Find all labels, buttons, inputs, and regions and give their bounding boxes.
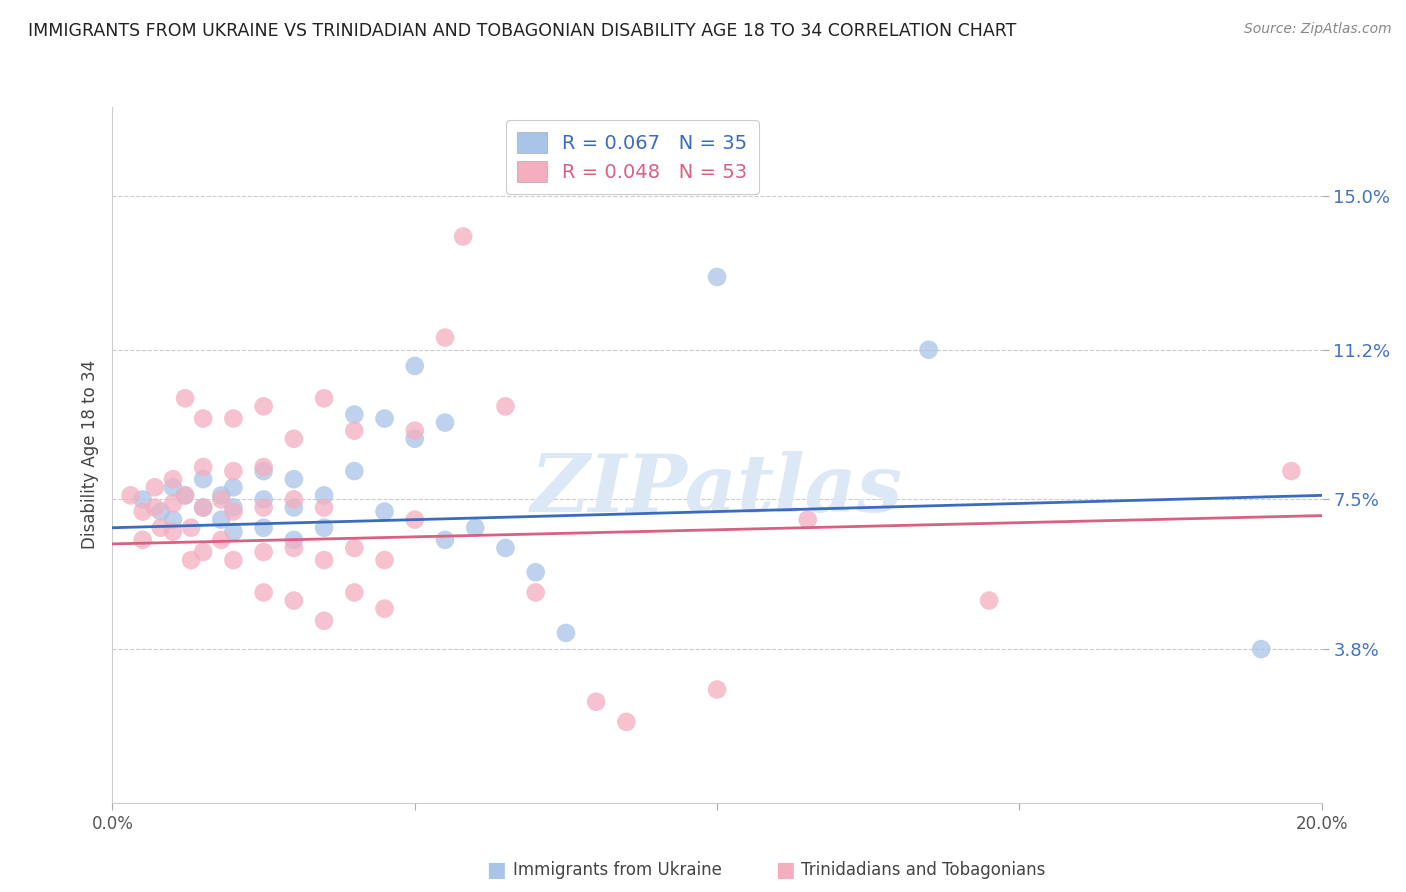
Point [162,513,184,527]
Point [616,714,638,729]
Point [495,541,517,555]
Text: Trinidadians and Tobagonians: Trinidadians and Tobagonians [801,861,1046,879]
Point [191,500,214,515]
Point [433,416,456,430]
Point [253,460,276,475]
Point [222,464,245,478]
Point [314,521,336,535]
Point [495,400,517,414]
Point [162,480,184,494]
Y-axis label: Disability Age 18 to 34: Disability Age 18 to 34 [80,360,98,549]
Point [253,521,276,535]
Point [283,472,305,486]
Point [283,593,305,607]
Point [222,480,245,494]
Point [374,553,396,567]
Point [918,343,941,357]
Point [374,411,396,425]
Text: Immigrants from Ukraine: Immigrants from Ukraine [513,861,723,879]
Point [283,492,305,507]
Point [253,585,276,599]
Point [253,464,276,478]
Point [796,513,818,527]
Point [222,504,245,518]
Point [222,411,245,425]
Point [191,460,214,475]
Point [191,411,214,425]
Point [706,682,728,697]
Point [149,504,172,518]
Point [191,545,214,559]
Point [343,424,366,438]
Point [283,533,305,547]
Point [404,513,426,527]
Point [132,533,155,547]
Point [120,488,142,502]
Point [253,500,276,515]
Point [174,488,197,502]
Point [585,695,607,709]
Point [222,553,245,567]
Point [433,533,456,547]
Point [404,359,426,373]
Point [143,500,166,515]
Point [149,521,172,535]
Point [374,504,396,518]
Point [1250,642,1272,657]
Point [374,601,396,615]
Text: Source: ZipAtlas.com: Source: ZipAtlas.com [1244,22,1392,37]
Point [343,585,366,599]
Point [314,614,336,628]
Point [132,492,155,507]
Point [314,488,336,502]
Point [253,545,276,559]
Point [209,492,232,507]
Point [433,330,456,344]
Point [404,432,426,446]
Point [180,553,202,567]
Point [706,269,728,284]
Point [283,432,305,446]
Point [253,492,276,507]
Point [191,472,214,486]
Text: ■: ■ [486,860,506,880]
Point [209,533,232,547]
Point [162,472,184,486]
Text: ■: ■ [775,860,794,880]
Point [314,392,336,406]
Point [314,500,336,515]
Point [132,504,155,518]
Point [191,500,214,515]
Point [162,496,184,510]
Point [554,626,576,640]
Point [404,424,426,438]
Point [524,566,547,580]
Point [464,521,486,535]
Point [314,553,336,567]
Point [174,488,197,502]
Point [977,593,1000,607]
Point [253,400,276,414]
Point [222,524,245,539]
Point [1279,464,1302,478]
Point [209,488,232,502]
Text: ZIPatlas: ZIPatlas [531,451,903,528]
Point [222,500,245,515]
Point [283,541,305,555]
Point [209,513,232,527]
Point [180,521,202,535]
Point [343,408,366,422]
Point [143,480,166,494]
Legend: R = 0.067   N = 35, R = 0.048   N = 53: R = 0.067 N = 35, R = 0.048 N = 53 [506,120,759,194]
Point [343,464,366,478]
Point [524,585,547,599]
Point [174,392,197,406]
Point [451,229,474,244]
Point [283,500,305,515]
Point [343,541,366,555]
Point [162,524,184,539]
Text: IMMIGRANTS FROM UKRAINE VS TRINIDADIAN AND TOBAGONIAN DISABILITY AGE 18 TO 34 CO: IMMIGRANTS FROM UKRAINE VS TRINIDADIAN A… [28,22,1017,40]
